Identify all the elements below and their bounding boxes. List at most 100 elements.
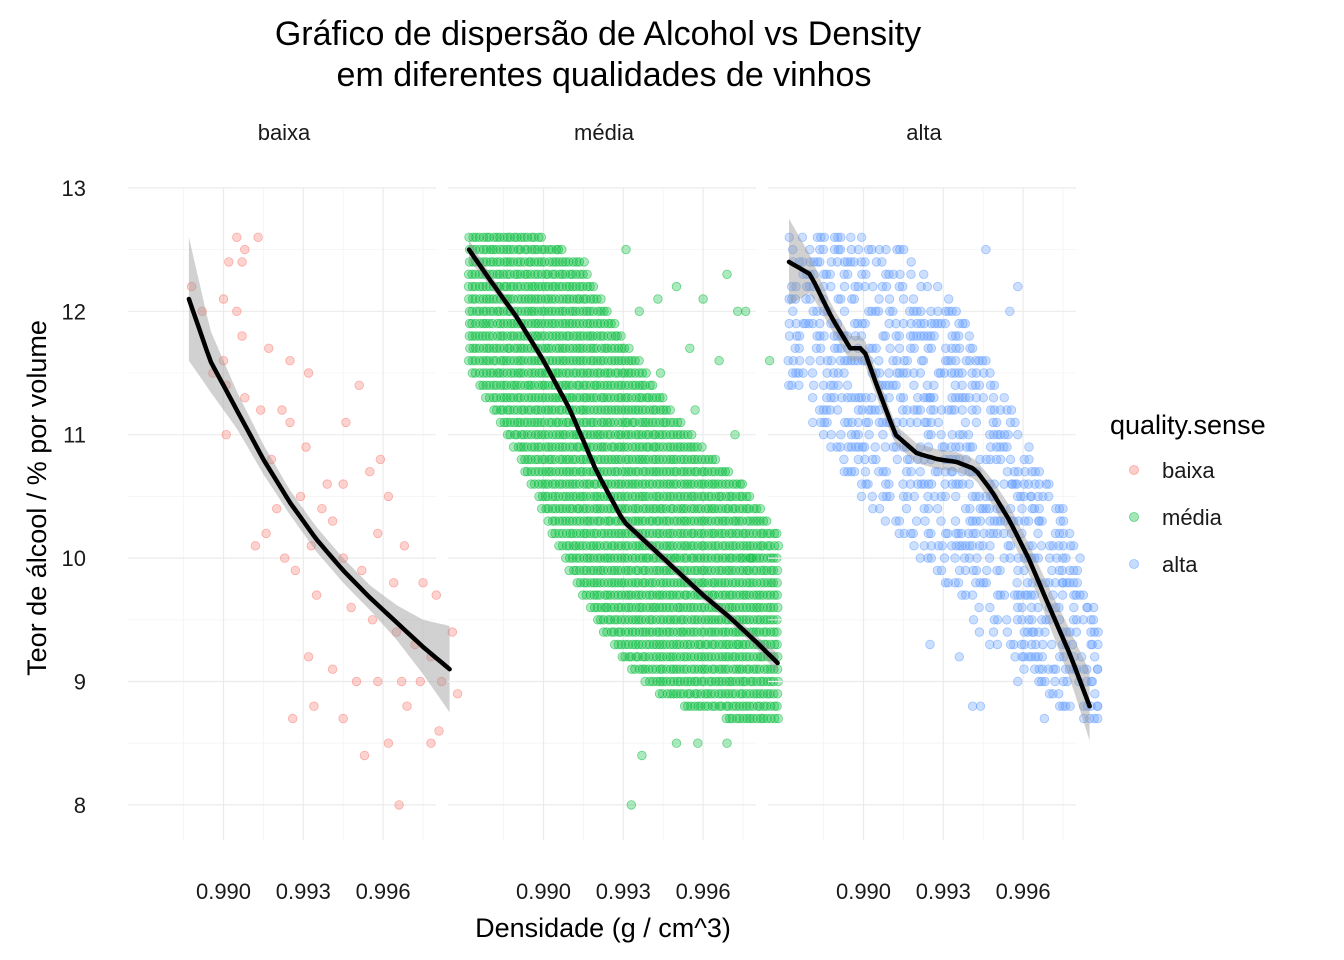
data-point xyxy=(652,516,662,526)
data-point xyxy=(1010,417,1020,428)
data-point xyxy=(533,479,544,489)
data-point xyxy=(478,368,489,378)
data-point xyxy=(933,417,944,428)
data-point xyxy=(885,343,895,354)
data-point xyxy=(516,454,527,465)
data-point xyxy=(999,430,1010,440)
data-point xyxy=(794,380,804,391)
data-point xyxy=(951,491,961,502)
data-point xyxy=(295,491,306,502)
data-point xyxy=(224,257,234,267)
data-point xyxy=(909,343,919,354)
data-point xyxy=(839,306,850,317)
data-point xyxy=(481,380,492,391)
data-point xyxy=(645,676,655,687)
data-point xyxy=(616,615,627,625)
data-point xyxy=(620,380,630,391)
data-point xyxy=(698,294,708,304)
data-point xyxy=(498,269,508,280)
data-point xyxy=(867,491,878,502)
data-point xyxy=(971,417,982,428)
data-point xyxy=(620,356,630,366)
legend-key-baixa xyxy=(1129,465,1139,475)
data-point xyxy=(544,442,554,452)
data-point xyxy=(537,306,547,317)
data-point xyxy=(482,368,492,378)
data-point xyxy=(557,269,568,280)
data-point xyxy=(530,467,540,477)
data-point xyxy=(565,442,575,452)
y-tick-label: 10 xyxy=(62,546,86,571)
data-point xyxy=(1058,578,1068,588)
data-point xyxy=(567,318,577,329)
data-point xyxy=(648,504,658,514)
data-point xyxy=(610,467,620,477)
data-point xyxy=(661,405,672,415)
data-point xyxy=(853,244,864,255)
data-point xyxy=(550,454,560,465)
data-point xyxy=(617,356,627,366)
data-point xyxy=(533,294,543,304)
data-point xyxy=(470,331,481,341)
data-point xyxy=(982,565,992,576)
data-point xyxy=(586,430,596,440)
data-point xyxy=(578,541,588,551)
data-point xyxy=(898,281,908,292)
data-point xyxy=(418,578,428,588)
data-point xyxy=(512,281,523,292)
data-point xyxy=(547,479,558,489)
smooth-confidence-band xyxy=(188,237,450,713)
data-point xyxy=(671,738,682,748)
data-point xyxy=(561,541,572,551)
data-point xyxy=(478,281,488,292)
data-point xyxy=(926,430,936,440)
data-point xyxy=(603,615,613,625)
data-point xyxy=(431,590,442,600)
data-point xyxy=(935,368,946,378)
data-point xyxy=(874,356,884,366)
data-point xyxy=(599,306,609,317)
data-point xyxy=(221,430,231,440)
data-point xyxy=(620,553,630,563)
data-point xyxy=(620,639,631,650)
data-point xyxy=(744,491,755,502)
data-point xyxy=(901,504,912,514)
data-point xyxy=(640,380,650,391)
data-point xyxy=(884,479,894,489)
data-point xyxy=(918,356,929,366)
data-point xyxy=(527,393,537,403)
data-point xyxy=(637,380,648,391)
data-point xyxy=(266,454,277,465)
data-point xyxy=(561,368,571,378)
legend-key-média xyxy=(1129,512,1139,522)
data-point xyxy=(640,454,650,465)
data-point xyxy=(506,368,516,378)
data-point xyxy=(974,627,985,637)
data-point xyxy=(592,318,603,329)
data-point xyxy=(547,356,558,366)
data-point xyxy=(652,491,662,502)
data-point xyxy=(630,479,640,489)
x-tick-label: 0.993 xyxy=(916,879,971,904)
data-point xyxy=(644,479,655,489)
data-point xyxy=(572,393,582,403)
data-point xyxy=(627,405,637,415)
data-point xyxy=(967,442,978,452)
data-point xyxy=(891,380,901,391)
data-point xyxy=(568,553,578,563)
data-point xyxy=(959,553,970,563)
data-point xyxy=(606,405,617,415)
data-point xyxy=(533,442,543,452)
data-point xyxy=(579,417,589,428)
data-point xyxy=(264,343,274,354)
data-point xyxy=(568,356,579,366)
data-point xyxy=(641,627,651,637)
data-point xyxy=(554,257,564,267)
data-point xyxy=(722,738,732,748)
data-point xyxy=(543,318,554,329)
data-point xyxy=(578,590,588,600)
data-point xyxy=(253,232,263,243)
data-point xyxy=(605,516,616,526)
data-point xyxy=(568,343,578,354)
data-point xyxy=(452,689,463,699)
